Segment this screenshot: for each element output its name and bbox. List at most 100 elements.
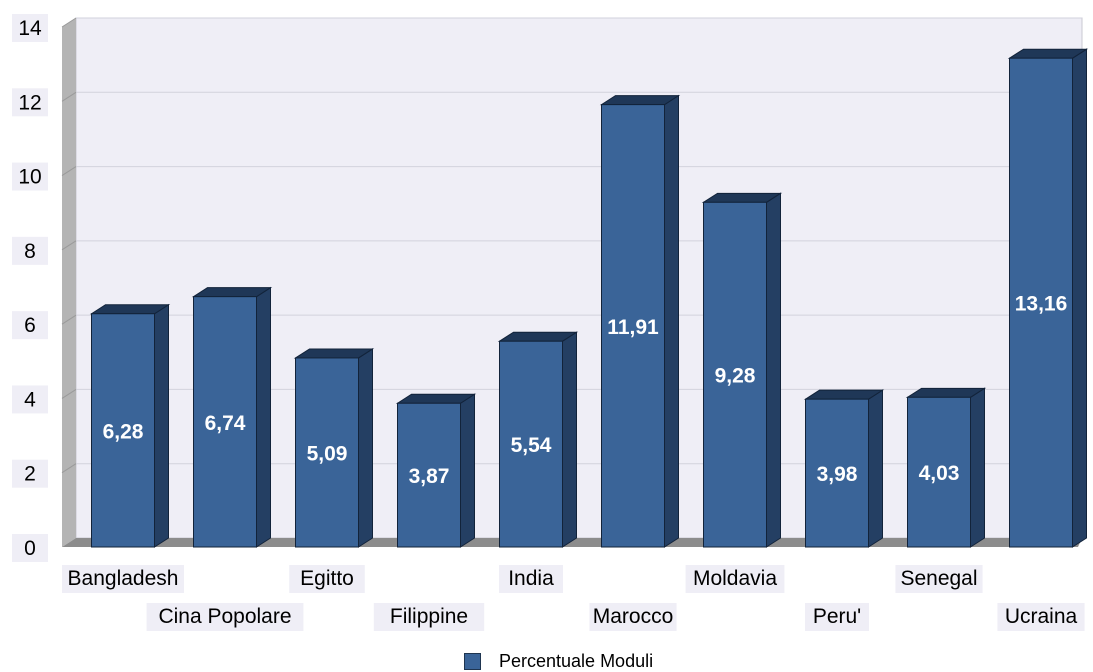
y-tick-label-bg	[12, 162, 48, 191]
category-label-bg	[997, 603, 1085, 631]
bar: 5,54	[497, 331, 579, 548]
category-label: Filippine	[390, 605, 468, 628]
bar-front	[295, 357, 359, 548]
y-tick-label: 6	[24, 314, 36, 337]
bar-front	[1009, 57, 1073, 548]
legend-label: Percentuale Moduli	[499, 650, 654, 671]
bar-side	[256, 286, 271, 548]
bar-side	[664, 94, 679, 548]
bar: 11,91	[599, 94, 681, 548]
legend: Percentuale Moduli	[464, 651, 653, 671]
bars: 6,28 6,74 5,09 3,87 5,54 11,91 9,28 3,98 4,03 13,…	[89, 48, 1089, 548]
bar-front	[397, 402, 461, 548]
bar-top	[1007, 48, 1089, 59]
y-tick-label: 4	[24, 388, 36, 411]
bar-front	[91, 313, 155, 548]
y-tick-label: 12	[18, 91, 41, 114]
category-label: Peru'	[813, 605, 861, 628]
y-axis: 0 2 4 6 8 10 12 14	[12, 14, 48, 562]
bar: 6,28	[89, 303, 171, 548]
bar-side	[970, 387, 985, 548]
legend-swatch	[464, 652, 481, 670]
bar-side	[154, 303, 169, 548]
category-label-bg	[805, 603, 869, 631]
gridline-wall	[61, 389, 77, 399]
category-label: Marocco	[593, 605, 674, 628]
bar-top	[497, 331, 579, 342]
category-label-bg	[373, 603, 485, 631]
bar-front	[193, 296, 257, 548]
bar-top	[293, 348, 375, 359]
bar-top	[191, 287, 273, 298]
data-label: 5,54	[511, 434, 552, 457]
bar-top	[803, 389, 885, 400]
gridline-wall	[61, 240, 77, 251]
gridline-wall	[61, 463, 77, 474]
y-tick-label: 14	[18, 17, 42, 40]
data-label: 6,74	[205, 412, 246, 435]
category-label-bg	[895, 565, 983, 593]
bar-side	[868, 389, 883, 548]
bar-front	[805, 398, 869, 548]
bar-front	[499, 340, 563, 548]
y-tick-label-bg	[12, 534, 48, 562]
y-tick-label-bg	[12, 236, 48, 265]
gridline-wall	[61, 91, 77, 102]
y-tick-label-bg	[12, 14, 48, 42]
category-label-bg	[62, 565, 184, 593]
bar-top	[599, 95, 681, 106]
data-label: 6,28	[103, 420, 144, 443]
category-label: Egitto	[300, 567, 354, 590]
left-wall	[62, 18, 76, 547]
category-label-bg	[289, 565, 365, 593]
bar: 5,09	[293, 348, 375, 548]
bar-side	[358, 348, 373, 548]
bar: 4,03	[905, 387, 987, 548]
category-label-bg	[589, 603, 677, 631]
category-label-bg	[499, 565, 563, 593]
y-tick-label-bg	[12, 311, 48, 340]
category-label: India	[508, 567, 554, 590]
bar-side	[460, 393, 475, 548]
category-label: Senegal	[900, 567, 977, 590]
bar: 3,98	[803, 389, 885, 548]
data-label: 4,03	[919, 462, 960, 485]
y-tick-label: 8	[24, 240, 36, 263]
y-tick-label-bg	[12, 88, 48, 117]
data-label: 13,16	[1015, 293, 1068, 316]
bar: 9,28	[701, 192, 783, 548]
category-label: Moldavia	[693, 567, 777, 590]
data-label: 9,28	[715, 365, 756, 388]
category-label-bg	[685, 565, 785, 593]
bar: 13,16	[1007, 48, 1089, 548]
data-label: 5,09	[307, 442, 348, 465]
bar-top	[905, 387, 987, 398]
bar-front	[601, 104, 665, 548]
category-label: Bangladesh	[68, 567, 179, 590]
data-label: 11,91	[607, 316, 659, 339]
category-label: Ucraina	[1005, 605, 1078, 628]
bar-front	[907, 396, 971, 548]
gridline-wall	[61, 166, 77, 176]
gridline-wall	[61, 314, 77, 325]
data-label: 3,87	[409, 465, 450, 488]
bar-side	[1072, 48, 1087, 548]
bar: 3,87	[395, 393, 477, 548]
bar-front	[703, 201, 767, 548]
category-label: Cina Popolare	[158, 605, 291, 628]
bar-top	[89, 304, 171, 315]
bar-side	[562, 331, 577, 548]
category-label-bg	[146, 603, 304, 631]
y-tick-label-bg	[12, 459, 48, 488]
bar-side	[766, 192, 781, 548]
bar-top	[701, 192, 783, 203]
y-tick-label: 10	[18, 166, 41, 189]
y-tick-label: 2	[24, 463, 36, 486]
y-tick-label-bg	[12, 385, 48, 414]
y-tick-label: 0	[24, 537, 36, 560]
data-label: 3,98	[817, 463, 858, 486]
x-axis: Bangladesh Cina Popolare Egitto Filippine In…	[62, 565, 1085, 631]
gridline-wall	[61, 17, 77, 28]
bar: 6,74	[191, 286, 273, 548]
